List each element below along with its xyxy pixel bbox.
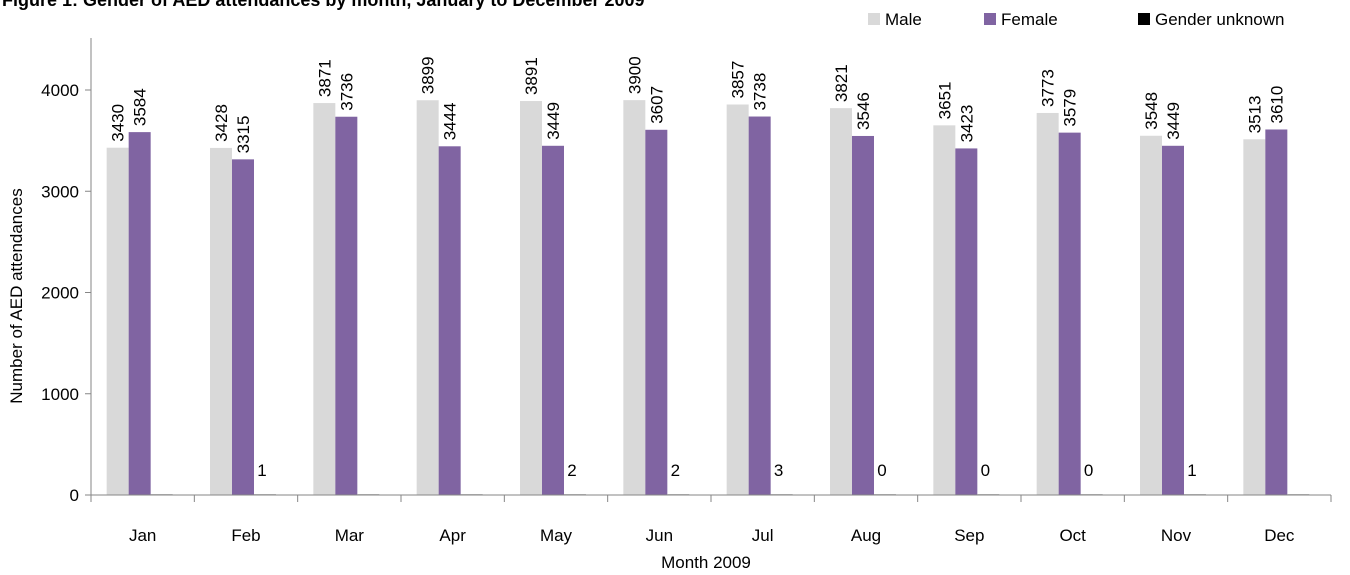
data-label-gender-unknown-may: 2 bbox=[567, 461, 576, 480]
data-label-female-nov: 3449 bbox=[1164, 102, 1183, 140]
data-label-female-jun: 3607 bbox=[647, 86, 666, 124]
y-axis-title: Number of AED attendances bbox=[7, 188, 26, 403]
data-label-gender-unknown-feb: 1 bbox=[257, 461, 266, 480]
x-tick-label-aug: Aug bbox=[851, 526, 881, 545]
plot-area: 3430 3428 3871 3899 3891 3900 3857 3821 3651 3773… bbox=[41, 38, 1332, 545]
y-tick-label: 4000 bbox=[41, 81, 79, 100]
bar-female-dec bbox=[1265, 129, 1288, 496]
bar-female-oct bbox=[1058, 132, 1081, 495]
data-label-female-sep: 3423 bbox=[957, 105, 976, 143]
x-tick-label-jan: Jan bbox=[129, 526, 156, 545]
legend-label-gender-unknown: Gender unknown bbox=[1155, 10, 1284, 29]
x-tick-label-jul: Jul bbox=[752, 526, 774, 545]
data-label-male-jan: 3430 bbox=[109, 104, 128, 142]
data-label-female-aug: 3546 bbox=[854, 92, 873, 130]
bar-male-mar bbox=[313, 103, 336, 495]
data-label-male-aug: 3821 bbox=[832, 64, 851, 102]
x-tick-label-apr: Apr bbox=[439, 526, 466, 545]
data-label-gender-unknown-sep: 0 bbox=[981, 461, 990, 480]
bar-male-may bbox=[520, 101, 542, 495]
bar-female-mar bbox=[335, 116, 358, 495]
bar-male-oct bbox=[1036, 112, 1059, 495]
bar-female-sep bbox=[955, 148, 978, 495]
legend-swatch-female bbox=[984, 13, 996, 25]
data-label-male-feb: 3428 bbox=[212, 104, 231, 142]
x-tick-label-feb: Feb bbox=[231, 526, 260, 545]
data-label-gender-unknown-jun: 2 bbox=[671, 461, 680, 480]
x-axis-title: Month 2009 bbox=[661, 553, 751, 572]
data-label-gender-unknown-nov: 1 bbox=[1187, 461, 1196, 480]
y-tick-label: 1000 bbox=[41, 385, 79, 404]
bar-male-apr bbox=[416, 100, 439, 495]
data-label-male-nov: 3548 bbox=[1142, 92, 1161, 130]
legend-swatch-gender-unknown bbox=[1138, 13, 1150, 25]
bar-male-jan bbox=[106, 147, 129, 495]
bar-male-nov bbox=[1140, 135, 1162, 495]
y-tick-label: 0 bbox=[70, 486, 79, 505]
data-labels: 3430 3428 3871 3899 3891 3900 3857 3821 3651 3773… bbox=[109, 56, 1287, 480]
y-tick-label: 2000 bbox=[41, 284, 79, 303]
data-label-male-apr: 3899 bbox=[419, 56, 438, 94]
legend-label-female: Female bbox=[1001, 10, 1058, 29]
chart-title: Figure 1: Gender of AED attendances by m… bbox=[2, 0, 645, 10]
x-tick-label-nov: Nov bbox=[1161, 526, 1192, 545]
x-tick-label-may: May bbox=[540, 526, 573, 545]
x-tick-label-jun: Jun bbox=[646, 526, 673, 545]
bar-female-nov bbox=[1162, 145, 1184, 495]
data-label-male-jul: 3857 bbox=[729, 61, 748, 99]
data-label-female-jul: 3738 bbox=[751, 73, 770, 111]
bar-female-jan bbox=[128, 132, 151, 495]
legend-swatch-male bbox=[868, 13, 880, 25]
data-label-female-feb: 3315 bbox=[234, 116, 253, 154]
legend-label-male: Male bbox=[885, 10, 922, 29]
bar-female-jul bbox=[748, 116, 771, 495]
bar-male-sep bbox=[933, 125, 956, 496]
data-label-female-apr: 3444 bbox=[441, 102, 460, 140]
bar-female-aug bbox=[852, 135, 874, 495]
bar-female-may bbox=[542, 145, 564, 495]
bar-male-jul bbox=[726, 104, 749, 495]
bar-male-feb bbox=[210, 147, 232, 496]
legend: Male Female Gender unknown bbox=[868, 10, 1284, 29]
data-label-female-jan: 3584 bbox=[131, 88, 150, 126]
data-label-gender-unknown-oct: 0 bbox=[1084, 461, 1093, 480]
x-tick-label-dec: Dec bbox=[1264, 526, 1295, 545]
bar-male-dec bbox=[1243, 139, 1266, 495]
data-label-gender-unknown-jul: 3 bbox=[774, 461, 783, 480]
data-label-male-may: 3891 bbox=[522, 57, 541, 95]
data-label-female-oct: 3579 bbox=[1061, 89, 1080, 127]
x-tick-label-oct: Oct bbox=[1059, 526, 1086, 545]
data-label-male-dec: 3513 bbox=[1245, 95, 1264, 133]
data-label-female-mar: 3736 bbox=[337, 73, 356, 111]
data-label-male-jun: 3900 bbox=[625, 56, 644, 94]
bars bbox=[106, 100, 1310, 496]
data-label-male-mar: 3871 bbox=[315, 59, 334, 97]
data-label-gender-unknown-aug: 0 bbox=[877, 461, 886, 480]
bar-male-jun bbox=[623, 100, 646, 495]
data-label-male-oct: 3773 bbox=[1039, 69, 1058, 107]
data-label-female-may: 3449 bbox=[544, 102, 563, 140]
x-tick-label-sep: Sep bbox=[954, 526, 984, 545]
y-tick-label: 3000 bbox=[41, 182, 79, 201]
bar-male-aug bbox=[830, 108, 852, 495]
data-label-male-sep: 3651 bbox=[935, 82, 954, 120]
bar-female-apr bbox=[438, 146, 461, 496]
x-tick-label-mar: Mar bbox=[335, 526, 365, 545]
bar-female-jun bbox=[645, 129, 668, 495]
bar-female-feb bbox=[232, 159, 254, 495]
data-label-female-dec: 3610 bbox=[1267, 86, 1286, 124]
